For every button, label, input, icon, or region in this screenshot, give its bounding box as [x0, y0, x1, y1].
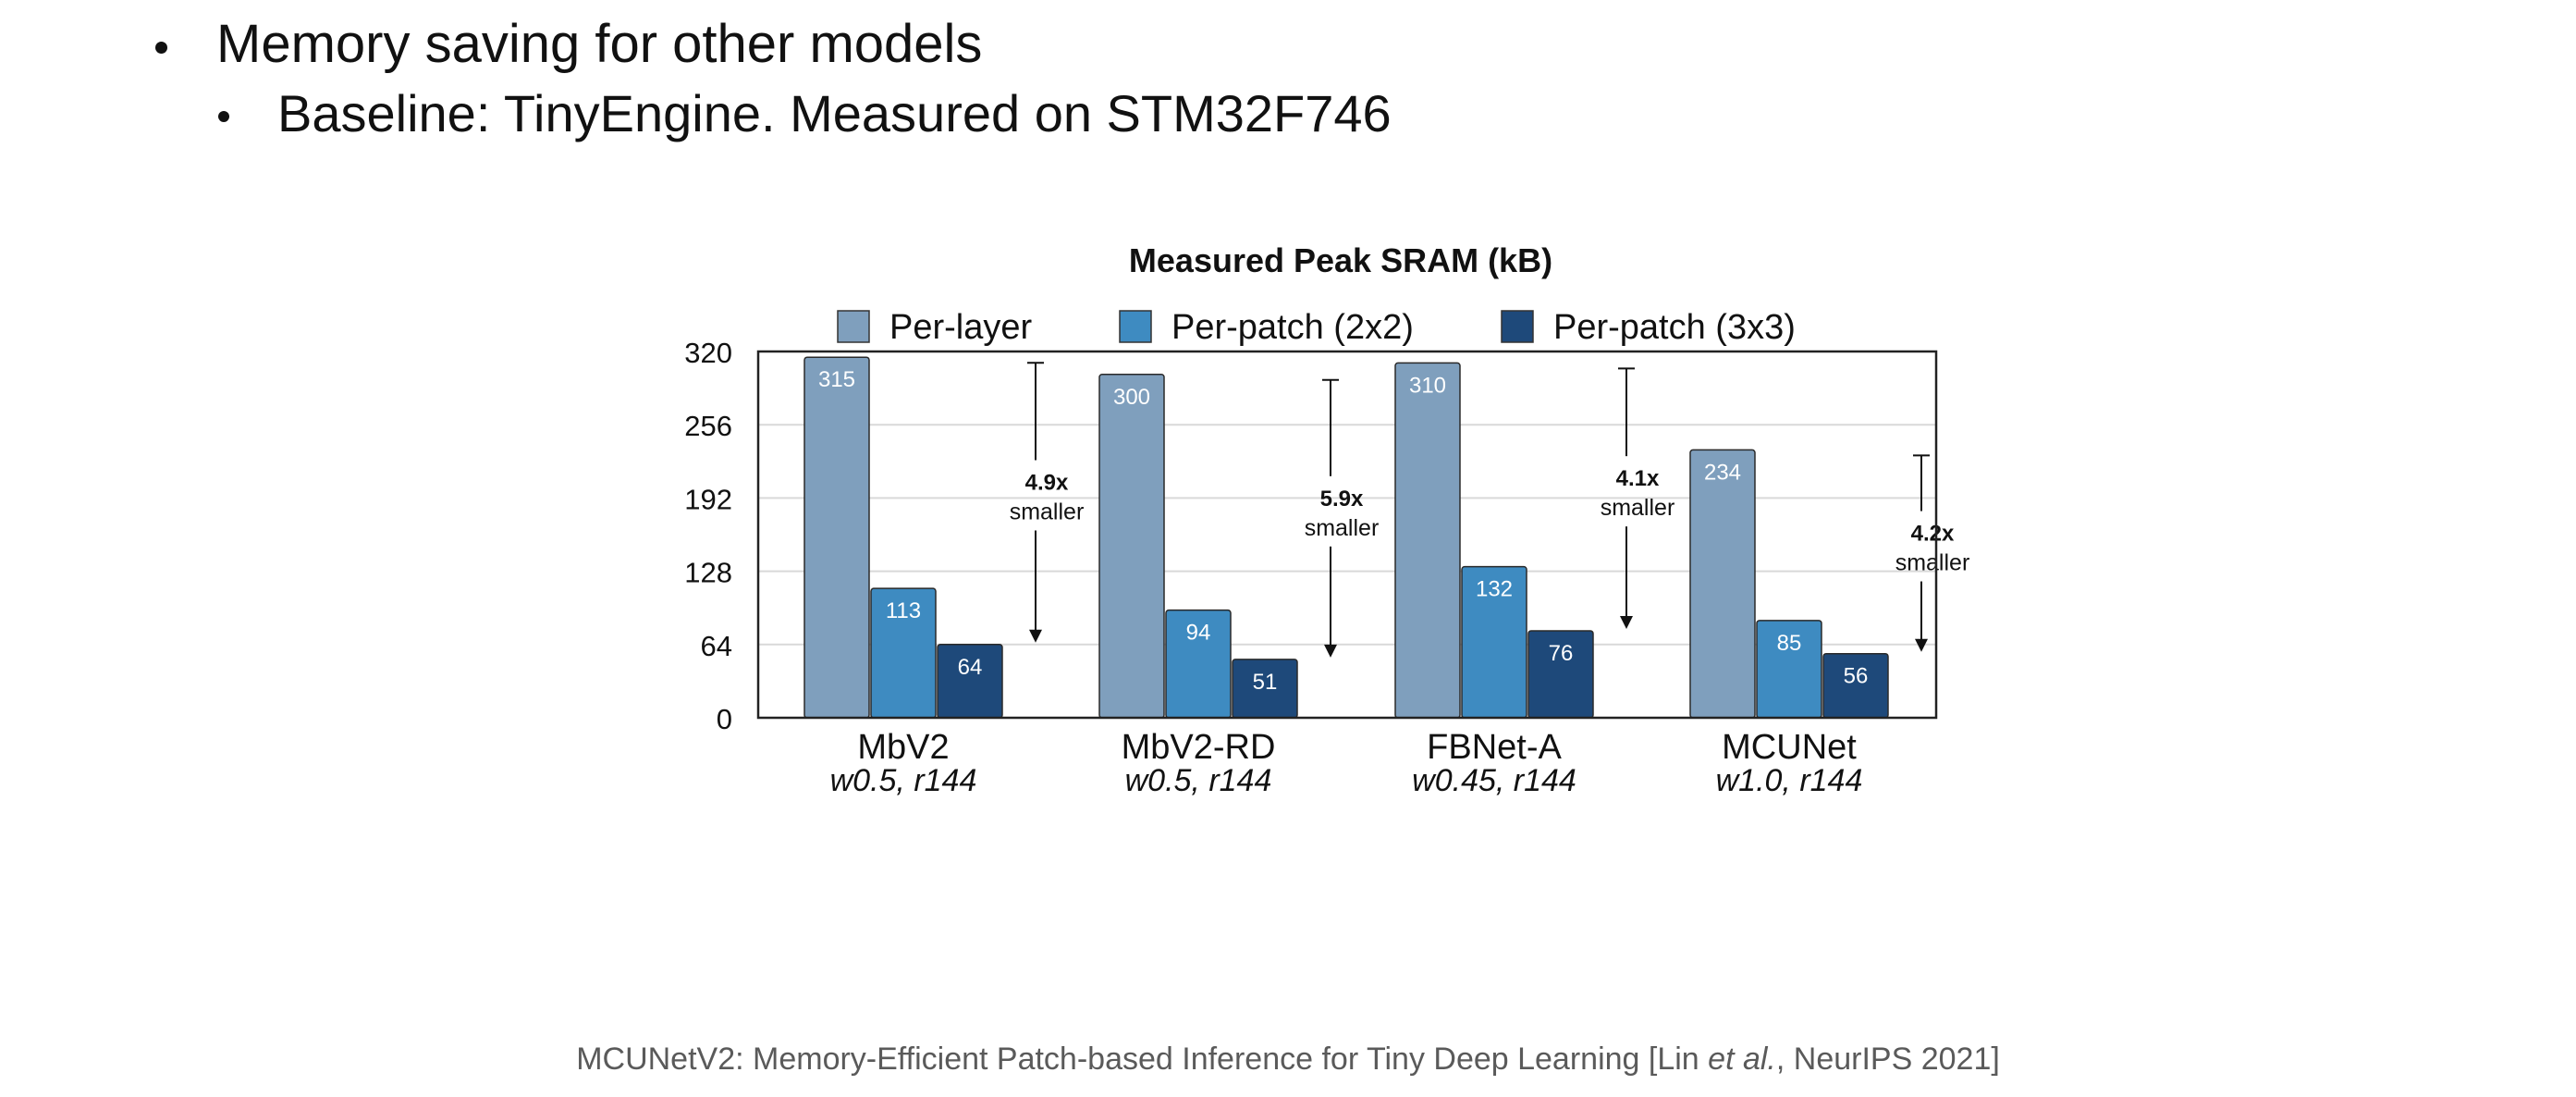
bar-value-label: 315	[818, 367, 855, 392]
reduction-ratio: 4.1x	[1616, 466, 1660, 491]
legend-swatch	[1501, 310, 1534, 343]
citation-italic: et al.	[1708, 1042, 1776, 1077]
category-sublabel: w0.45, r144	[1412, 763, 1576, 798]
reduction-label: smaller	[1895, 550, 1970, 576]
category-label: MbV2	[857, 728, 949, 767]
citation-footer: MCUNetV2: Memory-Efficient Patch-based I…	[0, 1042, 2576, 1078]
category-label: FBNet-A	[1427, 728, 1562, 767]
category-sublabel: w1.0, r144	[1716, 763, 1863, 798]
legend-label: Per-layer	[889, 308, 1032, 347]
reduction-label: smaller	[1305, 515, 1380, 541]
legend-label: Per-patch (2x2)	[1171, 308, 1414, 347]
plot-frame	[756, 350, 1938, 720]
bullet-sub-text: Baseline: TinyEngine. Measured on STM32F…	[277, 84, 1392, 142]
bar	[1689, 449, 1756, 719]
reduction-ratio: 4.2x	[1911, 522, 1955, 547]
reduction-ratio: 5.9x	[1320, 487, 1364, 512]
bar-value-label: 85	[1777, 631, 1802, 656]
y-tick-label: 320	[684, 337, 732, 369]
reduction-arrow-head	[1620, 615, 1633, 629]
category-sublabel: w0.5, r144	[1125, 763, 1272, 798]
reduction-label: smaller	[1601, 495, 1675, 521]
citation-text: MCUNetV2: Memory-Efficient Patch-based I…	[576, 1042, 1709, 1077]
legend-swatch	[837, 310, 870, 343]
y-tick-label: 256	[684, 410, 732, 442]
reduction-arrow-head	[1915, 638, 1928, 652]
bar-value-label: 51	[1253, 670, 1278, 695]
y-tick-label: 64	[701, 630, 732, 662]
bar-value-label: 310	[1409, 373, 1446, 398]
reduction-arrow-head	[1324, 644, 1337, 658]
citation-suffix: , NeurIPS 2021]	[1775, 1042, 2000, 1077]
bar	[1098, 374, 1165, 719]
y-tick-label: 192	[684, 483, 732, 515]
bar-value-label: 113	[886, 598, 921, 623]
bullet-dot-icon	[218, 111, 229, 122]
bar-value-label: 300	[1113, 385, 1150, 410]
bar-value-label: 56	[1844, 664, 1869, 689]
chart-title: Measured Peak SRAM (kB)	[1129, 241, 1552, 279]
bar	[803, 356, 870, 719]
category-sublabel: w0.5, r144	[830, 763, 977, 798]
bar-value-label: 132	[1476, 577, 1513, 602]
reduction-label: smaller	[1010, 499, 1085, 524]
bar-value-label: 234	[1704, 460, 1741, 485]
bullet-main-text: Memory saving for other models	[216, 14, 983, 74]
legend-swatch	[1119, 310, 1152, 343]
reduction-ratio: 4.9x	[1025, 470, 1069, 495]
category-label: MCUNet	[1722, 728, 1857, 767]
y-tick-label: 128	[684, 557, 732, 589]
bar-value-label: 94	[1186, 621, 1211, 646]
bar	[1394, 362, 1461, 719]
bar-value-label: 64	[958, 655, 983, 680]
category-label: MbV2-RD	[1122, 728, 1276, 767]
bar-value-label: 76	[1549, 641, 1574, 666]
legend-label: Per-patch (3x3)	[1553, 308, 1796, 347]
reduction-arrow-head	[1029, 629, 1042, 643]
bullet-dot-icon	[155, 42, 167, 54]
y-tick-label: 0	[717, 703, 732, 735]
